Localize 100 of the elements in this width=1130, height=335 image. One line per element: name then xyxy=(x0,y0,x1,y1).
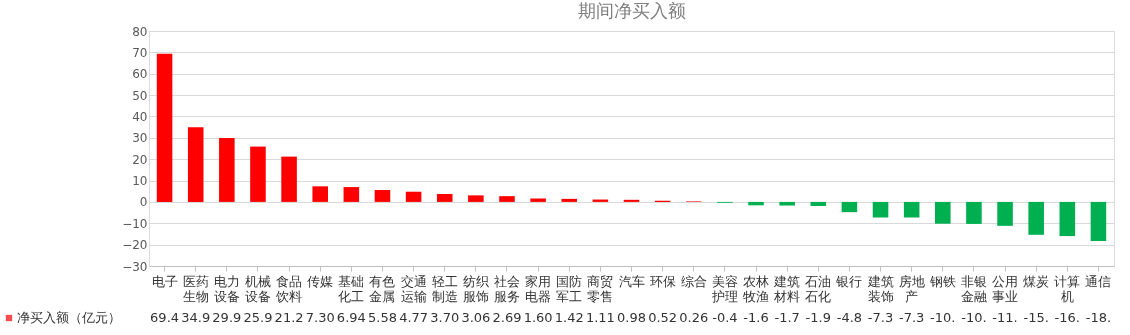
data-label: 69.4 xyxy=(150,310,180,325)
x-tick-label: 农林牧渔 xyxy=(743,273,770,304)
x-tick-label: 轻工制造 xyxy=(431,273,458,304)
x-tick-label: 煤炭 xyxy=(1023,273,1050,289)
data-label: -0.4 xyxy=(712,310,738,325)
bar xyxy=(436,194,453,202)
bar xyxy=(872,201,889,218)
data-label: 2.69 xyxy=(492,310,522,325)
x-tick-label: 综合 xyxy=(680,273,707,289)
data-label: 21.2 xyxy=(274,310,304,325)
data-label: -10. xyxy=(961,310,987,325)
x-tick-label: 非银金融 xyxy=(960,273,987,304)
data-label: 6.94 xyxy=(336,310,366,325)
data-label: 34.9 xyxy=(181,310,211,325)
x-tick-label: 环保 xyxy=(649,273,676,289)
bar xyxy=(779,201,795,206)
bar xyxy=(1028,201,1044,235)
data-label: 1.60 xyxy=(523,310,553,325)
data-label: 29.9 xyxy=(212,310,242,325)
x-tick-label: 钢铁 xyxy=(928,273,956,289)
data-label: 0.98 xyxy=(617,310,646,325)
bar xyxy=(530,198,546,202)
bar xyxy=(561,198,578,202)
data-label: -15. xyxy=(1023,310,1049,325)
bar xyxy=(468,195,484,202)
x-tick-label: 通信 xyxy=(1085,273,1112,289)
x-tick-label: 银行 xyxy=(835,273,863,289)
data-label: 1.42 xyxy=(554,310,584,325)
data-label: -7.3 xyxy=(867,310,894,325)
bar xyxy=(343,187,360,202)
legend-label: 净买入额（亿元） xyxy=(17,310,121,325)
data-label: 4.77 xyxy=(399,310,429,325)
x-tick-label: 机械设备 xyxy=(244,273,271,304)
data-label: 0.26 xyxy=(679,310,709,325)
data-label: -4.8 xyxy=(836,310,863,325)
x-tick-label: 家用电器 xyxy=(525,273,552,304)
bar xyxy=(156,53,173,202)
x-tick-label: 纺织服饰 xyxy=(462,273,489,304)
data-label: -1.9 xyxy=(805,310,831,325)
bar xyxy=(499,196,515,202)
y-tick-label: 70 xyxy=(132,45,148,60)
bar xyxy=(250,146,266,202)
x-tick-label: 建筑材料 xyxy=(773,273,801,304)
bar xyxy=(903,201,920,218)
data-label: -11. xyxy=(992,310,1018,325)
y-tick-label: 20 xyxy=(132,152,148,167)
x-tick-label: 医药生物 xyxy=(182,273,209,304)
y-tick-label: 80 xyxy=(132,24,148,39)
chart-title: 期间净买入额 xyxy=(577,0,686,21)
bar xyxy=(219,138,235,202)
x-tick-label: 建筑装饰 xyxy=(866,273,894,304)
bar xyxy=(312,186,328,202)
bar xyxy=(748,201,764,206)
x-tick-label: 社会服务 xyxy=(493,273,520,304)
x-tick-label: 电子 xyxy=(151,273,178,289)
data-label: -1.6 xyxy=(743,310,769,325)
bar xyxy=(810,201,827,206)
y-tick-label: −10 xyxy=(122,216,148,231)
data-label: 0.52 xyxy=(648,310,678,325)
bar xyxy=(281,156,297,202)
bar xyxy=(374,189,391,202)
x-tick-label: 有色金属 xyxy=(369,273,396,304)
bar xyxy=(1090,201,1107,241)
x-tick-label: 美容护理 xyxy=(710,273,738,304)
x-tick-label: 计算机 xyxy=(1054,273,1081,304)
data-label: 5.58 xyxy=(367,310,397,325)
y-tick-label: 10 xyxy=(132,174,148,189)
x-tick-label: 商贸零售 xyxy=(587,273,614,304)
x-tick-label: 汽车 xyxy=(618,273,645,289)
x-tick-label: 房地产 xyxy=(898,273,925,304)
x-tick-label: 公用事业 xyxy=(992,273,1019,304)
x-tick-label: 石油石化 xyxy=(805,273,832,304)
y-tick-label: 30 xyxy=(132,131,148,146)
y-tick-label: 60 xyxy=(132,67,148,82)
y-tick-label: 0 xyxy=(139,195,148,210)
data-label: -10. xyxy=(930,310,956,325)
y-tick-label: 50 xyxy=(132,88,148,103)
bar xyxy=(1059,201,1076,237)
data-label: -16. xyxy=(1054,310,1080,325)
bar xyxy=(997,201,1013,226)
x-tick-label: 电力设备 xyxy=(213,273,240,304)
data-label: 3.06 xyxy=(461,310,491,325)
data-label: 25.9 xyxy=(243,310,273,325)
x-tick-label: 传媒 xyxy=(307,273,334,289)
data-label: 3.70 xyxy=(430,310,460,325)
bar xyxy=(966,201,982,224)
x-tick-label: 交通运输 xyxy=(400,273,427,304)
bar xyxy=(405,191,422,202)
y-tick-label: −20 xyxy=(122,238,148,253)
data-label: 7.30 xyxy=(305,310,335,325)
x-tick-label: 基础化工 xyxy=(338,273,365,304)
y-tick-label: −30 xyxy=(122,259,148,274)
data-label: -7.3 xyxy=(898,310,925,325)
y-tick-label: 40 xyxy=(132,109,148,124)
bar xyxy=(935,201,951,224)
x-tick-label: 国防军工 xyxy=(556,273,583,304)
data-label: -18. xyxy=(1085,310,1112,325)
bar xyxy=(623,199,640,202)
bar xyxy=(187,127,204,202)
bar xyxy=(841,201,858,213)
